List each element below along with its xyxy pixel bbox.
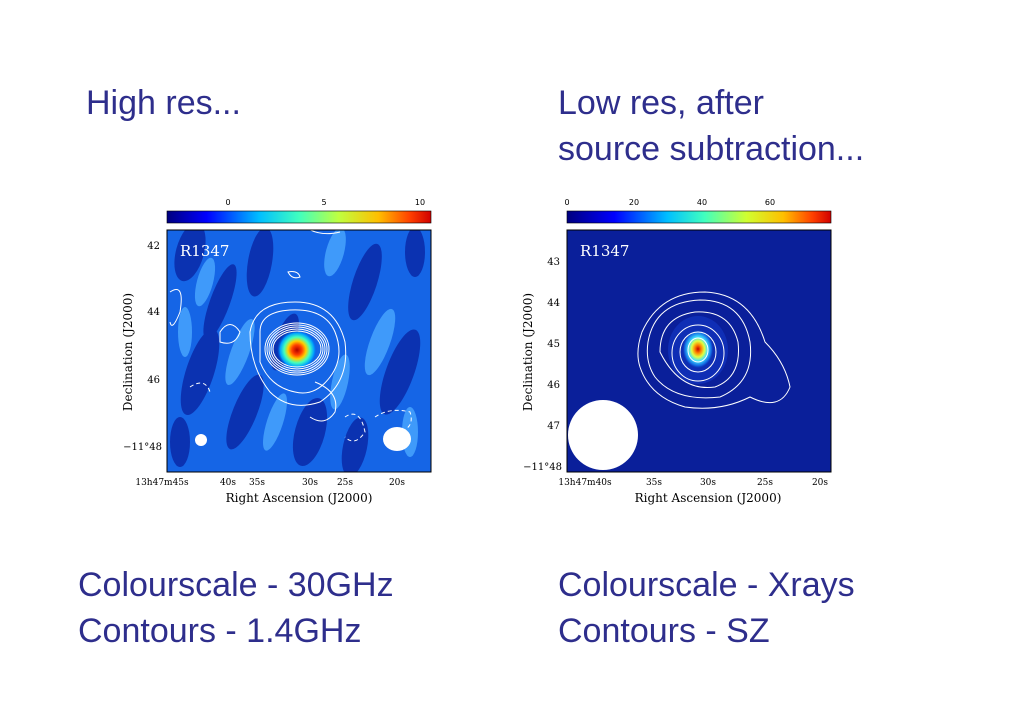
right-ra-tick: 13h47m40s: [558, 478, 612, 488]
right-dec-tick: 45: [547, 339, 560, 350]
right-dec-tick: 46: [547, 380, 560, 391]
right-dec-tick: 47: [547, 421, 560, 432]
right-colorbar-tick: 40: [697, 198, 707, 207]
left-colorbar: [166, 210, 432, 224]
right-dec-tick: 43: [547, 257, 560, 268]
right-xray-map-panel: 0 20 40 60 R1347 43 44 45 46 47 −11°48 1…: [521, 198, 832, 505]
right-contours: [637, 291, 791, 409]
left-colorbar-tick: 0: [225, 198, 230, 207]
left-dec-tick: 42: [147, 241, 160, 252]
right-object-label: R1347: [580, 242, 629, 260]
right-colorbar: [566, 210, 832, 224]
left-radio-map-panel: 0 5 10: [121, 198, 432, 505]
right-dec-tick: −11°48: [523, 462, 562, 473]
right-beam: [568, 400, 638, 470]
left-contours: [169, 230, 347, 422]
left-caption-line1: Colourscale - 30GHz: [78, 566, 394, 604]
right-colorbar-tick: 60: [765, 198, 775, 207]
right-ra-tick: 25s: [757, 478, 773, 488]
right-heading-line2: source subtraction...: [558, 130, 865, 168]
left-map-image: [167, 230, 431, 472]
right-dec-tick: 44: [547, 298, 560, 309]
left-ra-tick: 40s: [220, 478, 236, 488]
right-colorbar-tick: 0: [564, 198, 569, 207]
left-caption-line2: Contours - 1.4GHz: [78, 612, 362, 650]
left-heading: High res...: [86, 84, 241, 122]
left-dec-tick: 46: [147, 375, 160, 386]
left-ra-tick: 25s: [337, 478, 353, 488]
left-xlabel: Right Ascension (J2000): [226, 491, 373, 505]
right-source-hotspot: [682, 329, 714, 369]
left-dec-tick: 44: [147, 307, 160, 318]
right-heading-line1: Low res, after: [558, 84, 764, 122]
left-ra-tick: 35s: [249, 478, 265, 488]
left-beam-small: [195, 434, 207, 446]
right-xlabel: Right Ascension (J2000): [635, 491, 782, 505]
left-dec-tick: −11°48: [123, 442, 162, 453]
right-colorbar-tick: 20: [629, 198, 639, 207]
left-object-label: R1347: [180, 242, 229, 260]
left-colorbar-tick: 5: [321, 198, 326, 207]
left-ra-tick: 13h47m45s: [135, 478, 189, 488]
right-caption-line1: Colourscale - Xrays: [558, 566, 855, 604]
right-ra-tick: 35s: [646, 478, 662, 488]
right-map-image: [567, 230, 831, 472]
right-ylabel: Declination (J2000): [521, 293, 535, 411]
left-source-hotspot: [277, 330, 317, 370]
right-caption-line2: Contours - SZ: [558, 612, 770, 650]
left-ra-tick: 20s: [389, 478, 405, 488]
left-ra-tick: 30s: [302, 478, 318, 488]
right-ra-tick: 20s: [812, 478, 828, 488]
left-ylabel: Declination (J2000): [121, 293, 135, 411]
right-ra-tick: 30s: [700, 478, 716, 488]
left-beam-large: [383, 427, 411, 451]
left-colorbar-tick: 10: [415, 198, 425, 207]
